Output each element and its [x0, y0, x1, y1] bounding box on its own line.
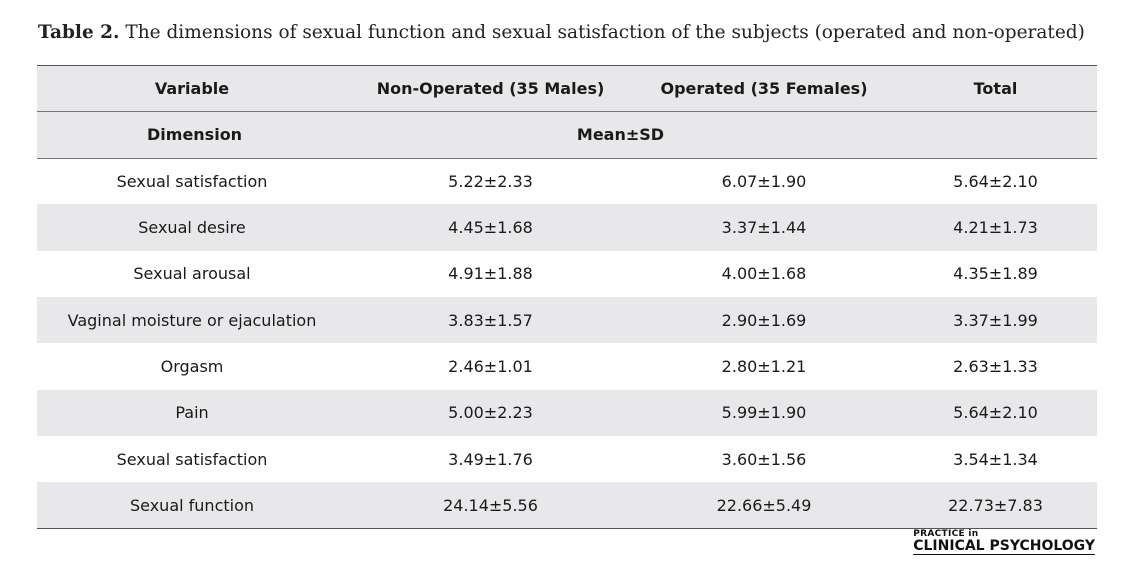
value-cell: 2.80±1.21 [721, 356, 807, 376]
value-cell: 4.45±1.68 [448, 218, 533, 238]
value-cell: 3.54±1.34 [953, 449, 1038, 469]
value-cell: 5.00±2.23 [448, 403, 533, 423]
dimension-cell: Sexual satisfaction [116, 449, 268, 469]
journal-logo: PRACTICE in CLINICAL PSYCHOLOGY [913, 530, 1095, 555]
value-cell: 22.73±7.83 [948, 495, 1043, 515]
table-row: Sexual satisfaction 5.22±2.33 6.07±1.90 5.6… [37, 158, 1097, 204]
table-row: Pain 5.00±2.23 5.99±1.90 5.64±2.10 [37, 389, 1097, 436]
value-cell: 3.37±1.44 [721, 218, 807, 238]
value-cell: 5.22±2.33 [448, 171, 533, 191]
dimension-cell: Vaginal moisture or ejaculation [67, 310, 317, 330]
value-cell: 4.91±1.88 [448, 264, 533, 284]
value-cell: 5.64±2.10 [953, 403, 1038, 423]
value-cell: 5.64±2.10 [953, 171, 1038, 191]
stat-header: Mean±SD [576, 125, 665, 145]
header-row: Variable Non-Operated (35 Males) Operate… [37, 65, 1097, 112]
caption-lead: Table 2. [38, 22, 120, 43]
value-cell: 24.14±5.56 [443, 495, 538, 515]
column-header: Variable [154, 79, 230, 99]
dimension-cell: Pain [175, 403, 209, 423]
logo-bottom-text: CLINICAL PSYCHOLOGY [913, 538, 1095, 555]
value-cell: 4.00±1.68 [721, 264, 807, 284]
value-cell: 2.63±1.33 [953, 356, 1038, 376]
dimension-cell: Orgasm [160, 356, 224, 376]
table-row: Vaginal moisture or ejaculation 3.83±1.57… [37, 296, 1097, 344]
table-row: Sexual satisfaction 3.49±1.76 3.60±1.56 3.5… [37, 436, 1097, 482]
value-cell: 3.49±1.76 [448, 449, 533, 469]
data-table: Variable Non-Operated (35 Males) Operate… [37, 65, 1097, 529]
dimension-header: Dimension [147, 125, 243, 145]
caption-text: The dimensions of sexual function and se… [119, 22, 1085, 43]
dimension-cell: Sexual function [129, 495, 255, 515]
value-cell: 2.90±1.69 [721, 310, 807, 330]
value-cell: 3.60±1.56 [721, 449, 807, 469]
dimension-cell: Sexual satisfaction [116, 171, 268, 191]
value-cell: 2.46±1.01 [448, 356, 533, 376]
column-header: Non-Operated (35 Males) [376, 79, 605, 99]
subheader-row: Dimension Mean±SD [37, 111, 1097, 159]
logo-top-text: PRACTICE in [913, 529, 979, 539]
value-cell: 4.21±1.73 [953, 218, 1038, 238]
value-cell: 5.99±1.90 [721, 403, 807, 423]
value-cell: 22.66±5.49 [716, 495, 812, 515]
value-cell: 3.37±1.99 [953, 310, 1038, 330]
dimension-cell: Sexual arousal [133, 264, 251, 284]
table-row: Sexual desire 4.45±1.68 3.37±1.44 4.21±1.73 [37, 204, 1097, 251]
table-row: Sexual arousal 4.91±1.88 4.00±1.68 4.35±1.8… [37, 251, 1097, 297]
table-row: Sexual function 24.14±5.56 22.66±5.49 22.73… [37, 482, 1097, 529]
column-header: Total [973, 79, 1018, 99]
table-caption: Table 2. The dimensions of sexual functi… [38, 22, 1085, 43]
column-header: Operated (35 Females) [660, 79, 868, 99]
dimension-cell: Sexual desire [138, 218, 246, 238]
value-cell: 6.07±1.90 [721, 171, 807, 191]
value-cell: 3.83±1.57 [448, 310, 533, 330]
table-row: Orgasm 2.46±1.01 2.80±1.21 2.63±1.33 [37, 343, 1097, 389]
value-cell: 4.35±1.89 [953, 264, 1038, 284]
